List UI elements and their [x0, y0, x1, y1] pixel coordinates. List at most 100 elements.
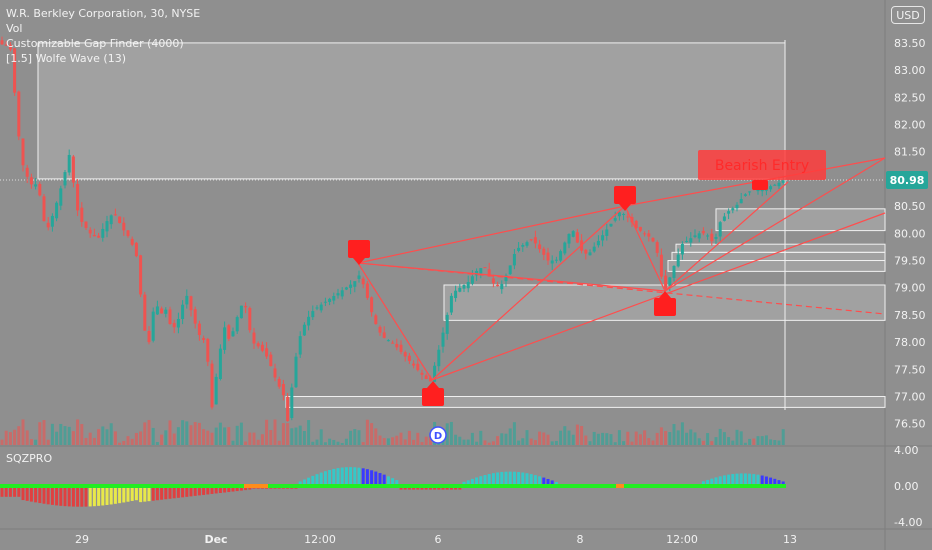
osc-bar	[231, 486, 235, 492]
volume-bar	[34, 439, 38, 445]
volume-bar	[340, 442, 344, 445]
osc-bar	[512, 471, 516, 486]
osc-bar	[34, 486, 38, 503]
candle-body	[403, 352, 407, 357]
candle-body	[50, 215, 54, 227]
osc-bar	[0, 486, 4, 497]
candle-body	[676, 254, 680, 267]
candle-body	[428, 377, 432, 382]
volume-bar	[714, 437, 718, 445]
candle-body	[365, 283, 369, 298]
candle-body	[718, 222, 722, 237]
volume-bar	[731, 440, 735, 445]
candle-body	[269, 354, 273, 367]
candle-body	[113, 214, 117, 216]
volume-bar	[550, 441, 554, 445]
candle-body	[130, 238, 134, 245]
osc-bar	[521, 472, 525, 486]
osc-bar	[752, 474, 756, 486]
currency-button[interactable]: USD	[891, 6, 925, 24]
osc-bar	[328, 469, 332, 486]
osc-bar	[748, 473, 752, 486]
volume-bar	[504, 433, 508, 445]
volume-bar	[567, 430, 571, 445]
volume-bar	[470, 432, 474, 445]
candle-body	[554, 259, 558, 261]
volume-bar	[445, 423, 449, 445]
volume-bar	[256, 439, 260, 445]
volume-bar	[0, 439, 4, 445]
volume-bar	[185, 421, 189, 445]
candle-body	[731, 208, 735, 211]
candle-body	[395, 343, 399, 348]
candle-body	[374, 315, 378, 325]
osc-bar	[311, 475, 315, 486]
candle-body	[29, 177, 33, 185]
vol-label[interactable]: Vol	[6, 22, 23, 35]
volume-bar	[302, 431, 306, 445]
volume-bar	[248, 432, 252, 445]
candle-body	[210, 363, 214, 408]
candle-body	[382, 332, 386, 338]
volume-bar	[727, 437, 731, 445]
volume-bar	[391, 437, 395, 445]
candle-body	[311, 311, 315, 318]
price-tick-label: 83.00	[894, 64, 926, 77]
osc-bar	[479, 476, 483, 486]
osc-bar	[214, 486, 218, 494]
wolfe-label[interactable]: [1.5] Wolfe Wave (13)	[6, 52, 126, 65]
osc-bar	[722, 475, 726, 486]
osc-bar	[67, 486, 71, 507]
symbol-title[interactable]: W.R. Berkley Corporation, 30, NYSE	[6, 7, 201, 20]
sqzpro-label[interactable]: SQZPRO	[6, 452, 53, 465]
osc-bar	[181, 486, 185, 498]
candle-body	[168, 309, 172, 324]
time-tick-label: 8	[577, 533, 584, 546]
osc-bar	[206, 486, 210, 495]
candle-body	[302, 324, 306, 336]
wolfe-line	[357, 205, 626, 264]
volume-bar	[693, 432, 697, 445]
wolfe-marker	[422, 388, 444, 406]
osc-bar	[756, 474, 760, 486]
osc-bar	[147, 486, 151, 502]
candle-body	[399, 344, 403, 352]
volume-bar	[29, 439, 33, 445]
osc-bar	[76, 486, 80, 507]
osc-bar	[46, 486, 50, 505]
candle-body	[462, 284, 466, 289]
gap-zone	[675, 243, 886, 253]
volume-bar	[176, 427, 180, 445]
candle-body	[248, 307, 252, 331]
candle-body	[773, 184, 777, 186]
volume-bar	[80, 424, 84, 445]
volume-bar	[382, 438, 386, 445]
bearish-entry-box	[698, 150, 826, 180]
volume-bar	[428, 436, 432, 445]
volume-bar	[290, 428, 294, 445]
candle-body	[512, 253, 516, 266]
volume-bar	[764, 435, 768, 445]
osc-bar	[340, 467, 344, 486]
volume-bar	[643, 430, 647, 445]
volume-bar	[252, 432, 256, 445]
candle-body	[353, 281, 357, 287]
osc-bar	[97, 486, 101, 506]
volume-bar	[685, 432, 689, 445]
volume-bar	[752, 438, 756, 445]
candle-body	[235, 317, 239, 332]
osc-bar	[319, 472, 323, 486]
candle-body	[433, 365, 437, 382]
volume-bar	[206, 430, 210, 445]
osc-tick-label: 0.00	[894, 480, 919, 493]
osc-bar	[50, 486, 54, 505]
volume-bar	[319, 429, 323, 445]
osc-bar	[235, 486, 239, 492]
volume-bar	[118, 442, 122, 445]
volume-bar	[273, 419, 277, 445]
candle-body	[244, 305, 248, 308]
volume-bar	[735, 429, 739, 445]
gap-finder-label[interactable]: Customizable Gap Finder (4000)	[6, 37, 184, 50]
volume-bar	[689, 429, 693, 445]
